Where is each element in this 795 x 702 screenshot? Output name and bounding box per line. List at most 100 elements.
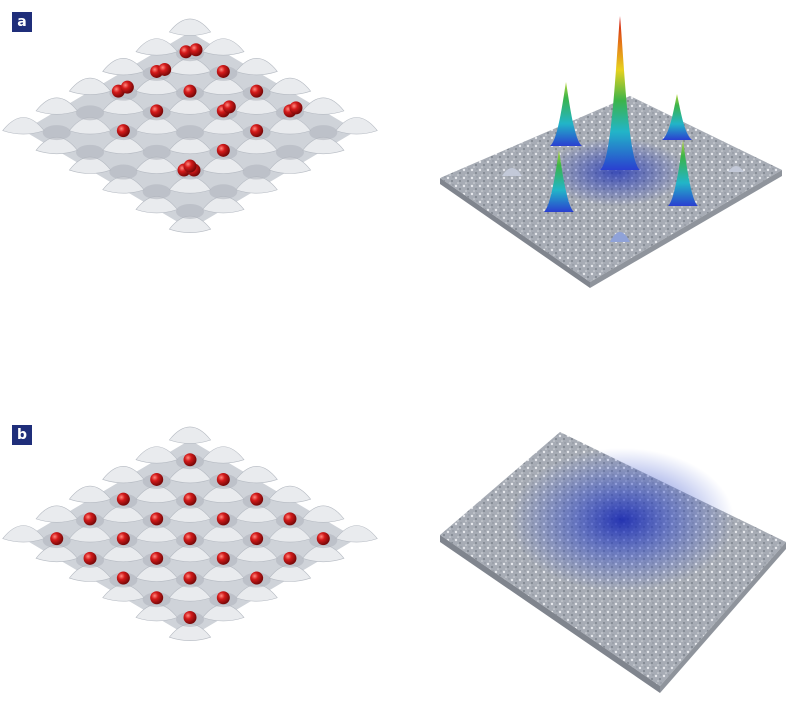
bump-bottom (610, 232, 630, 242)
lattice-a-ridge (2, 117, 45, 135)
lattice-a-well (142, 144, 171, 160)
atom-sphere (83, 551, 97, 565)
lattice-a-ridge (135, 38, 178, 56)
atom-sphere (150, 591, 164, 605)
atom-sphere (183, 532, 197, 546)
atom-sphere (183, 453, 197, 467)
panel-label-b: b (12, 425, 32, 445)
atom-sphere (316, 532, 330, 546)
density-halo-a (546, 138, 686, 206)
atom-sphere (216, 64, 230, 78)
lattice-a-well (275, 144, 304, 160)
lattice-a-ridge (202, 38, 245, 56)
atom-sphere (250, 571, 264, 585)
lattice-b-ridge (302, 544, 345, 563)
atom-sphere (183, 571, 197, 585)
lattice-b-ridge (202, 604, 245, 622)
atom-sphere (283, 512, 297, 526)
lattice-a-ridge (168, 215, 212, 233)
lattice-b-ridge (168, 623, 212, 641)
lattice-a-well (309, 125, 338, 141)
peak-central (600, 16, 640, 170)
lattice-b-ridge (2, 525, 45, 543)
peak-lower-left (544, 150, 574, 212)
atom-sphere (116, 571, 130, 585)
atom-sphere (216, 591, 230, 605)
lattice-b-ridge (168, 426, 212, 444)
lattice-surface-a (2, 18, 378, 233)
lattice-a-ridge (102, 58, 145, 76)
lattice-a-ridge (35, 97, 78, 115)
lattice-a-well (142, 184, 171, 200)
atom-sphere (216, 551, 230, 565)
atom-sphere (250, 492, 264, 506)
lattice-b-ridge (302, 505, 345, 523)
lattice-b-ridge (102, 466, 145, 484)
atom-sphere (83, 512, 97, 526)
lattice-b (2, 426, 378, 641)
lattice-a-ridge (335, 117, 378, 135)
lattice-a-well (109, 164, 138, 180)
lattice-a-well (76, 105, 105, 121)
atoms-a (111, 43, 303, 177)
atom-sphere (216, 512, 230, 526)
lattice-a-well (209, 184, 238, 200)
atom-sphere (283, 551, 297, 565)
lattice-b-ridge (235, 466, 278, 484)
atom-sphere (250, 84, 264, 98)
atom-sphere (189, 43, 203, 57)
lattice-a-well (76, 144, 105, 160)
atom-sphere (183, 159, 197, 173)
peak-upper-right (662, 94, 692, 140)
lattice-b-ridge (268, 485, 312, 503)
plane-edge-a-right (590, 170, 782, 288)
lattice-b-ridge (268, 564, 312, 582)
lattice-a-ridge (302, 97, 345, 115)
lattice-a-ridge (202, 196, 245, 214)
density-cloud-b (510, 448, 734, 592)
atom-sphere (158, 62, 172, 76)
atom-sphere (183, 84, 197, 98)
diffuse-cloud (440, 432, 786, 693)
atom-sphere (289, 101, 303, 115)
lattice-a-well (176, 203, 204, 219)
atom-sphere (183, 492, 197, 506)
atom-sphere (216, 143, 230, 157)
atom-sphere (150, 104, 164, 118)
atom-sphere (150, 472, 164, 486)
atom-sphere (150, 551, 164, 565)
interference-peaks (440, 16, 782, 288)
lattice-a-ridge (268, 156, 312, 174)
lattice-a-ridge (68, 77, 112, 95)
lattice-b-ridge (135, 446, 178, 464)
atom-sphere (50, 532, 64, 546)
peak-upper-left (550, 82, 582, 146)
lattice-b-ridge (35, 505, 78, 523)
atom-sphere (222, 100, 236, 114)
atom-sphere (250, 124, 264, 138)
atom-sphere (250, 532, 264, 546)
lattice-b-ridge (68, 485, 112, 503)
bump-right (728, 166, 744, 172)
atom-sphere (216, 472, 230, 486)
lattice-b-ridge (335, 525, 378, 543)
peak-lower-right (668, 140, 698, 206)
atoms-b (50, 453, 330, 624)
atom-sphere (179, 45, 193, 59)
lattice-b-ridge (235, 584, 278, 602)
lattice-a-well (242, 164, 271, 180)
plane-edge-a (440, 178, 590, 288)
plane-edge-b-right (660, 542, 786, 693)
atom-sphere (183, 610, 197, 624)
lattice-a-ridge (302, 136, 345, 155)
lattice-a-well (42, 125, 71, 141)
lattice-a-ridge (235, 176, 278, 194)
atom-sphere (120, 80, 134, 94)
atom-sphere (116, 532, 130, 546)
bump-left (502, 168, 522, 176)
lattice-a-ridge (168, 18, 212, 36)
panel-label-a: a (12, 12, 32, 32)
atom-sphere (116, 124, 130, 138)
lattice-a-ridge (268, 77, 312, 95)
lattice-b-ridge (202, 446, 245, 464)
